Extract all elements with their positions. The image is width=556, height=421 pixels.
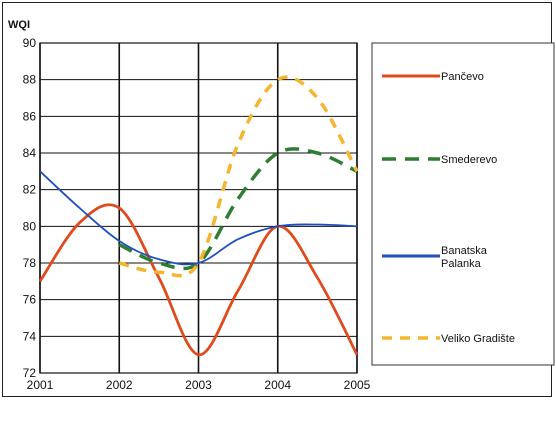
y-tick-label: 80 [23,219,37,233]
x-tick-label: 2001 [27,378,54,392]
y-tick-label: 78 [23,256,37,270]
legend-label-2: Banatska Palanka [441,245,488,270]
series-line-3 [118,75,359,278]
legend-label-1: Smederevo [441,154,497,166]
legend: Pančevo Smederevo Banatska Palanka Veliko Gr… [371,42,555,366]
y-tick-label: 74 [23,329,37,343]
x-tick-label: 2003 [185,378,212,392]
y-tick-label: 90 [23,36,37,50]
legend-label-0: Pančevo [441,71,484,83]
legend-label-3: Veliko Gradište [441,333,515,345]
x-tick-label: 2005 [344,378,371,392]
y-tick-label: 82 [23,183,37,197]
y-axis-label: WQI [8,19,30,31]
y-tick-label: 72 [23,366,37,380]
legend-box [371,42,555,366]
axes: 72 74 76 78 80 82 84 86 88 90 2001 2002 2003 2004 2005… [8,19,371,392]
y-tick-label: 76 [23,293,37,307]
y-tick-label: 84 [23,146,37,160]
series-line-1 [118,147,358,271]
series-line-0 [38,203,359,357]
series-line-2 [39,170,358,266]
x-tick-label: 2004 [264,378,291,392]
y-tick-label: 86 [23,109,37,123]
grid [39,42,358,374]
y-tick-label: 88 [23,73,37,87]
series-group [38,75,359,357]
x-tick-label: 2002 [106,378,133,392]
